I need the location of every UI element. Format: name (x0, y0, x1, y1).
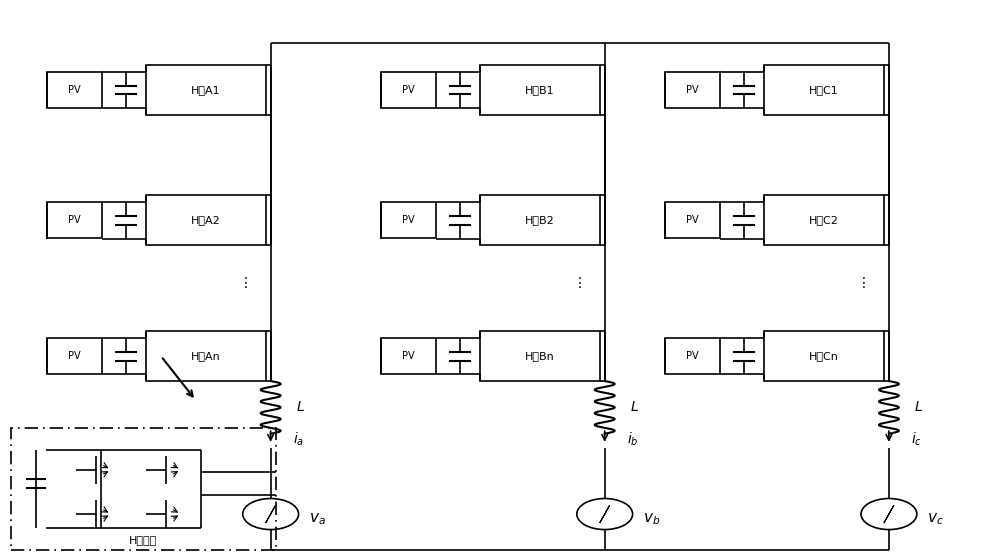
Text: PV: PV (402, 351, 415, 361)
Text: ⋮: ⋮ (857, 276, 871, 290)
Bar (381, 202, 436, 238)
Text: $i_b$: $i_b$ (627, 431, 638, 448)
Text: $v_c$: $v_c$ (927, 512, 944, 527)
Text: H桥C2: H桥C2 (809, 216, 839, 226)
Bar (665, 72, 720, 108)
Text: PV: PV (686, 351, 699, 361)
Bar (764, 65, 884, 115)
Bar (381, 338, 436, 374)
Text: H桥单元: H桥单元 (129, 535, 158, 545)
Text: H桥An: H桥An (191, 351, 221, 361)
Text: H桥Bn: H桥Bn (525, 351, 555, 361)
Bar (146, 196, 266, 245)
Bar (47, 202, 102, 238)
Bar (11, 428, 276, 550)
Bar (665, 202, 720, 238)
Text: H桥B1: H桥B1 (525, 85, 555, 95)
Text: ⋮: ⋮ (239, 276, 253, 290)
Bar (480, 331, 600, 381)
Bar (665, 338, 720, 374)
Text: PV: PV (686, 216, 699, 226)
Text: $L$: $L$ (630, 400, 639, 414)
Bar (146, 331, 266, 381)
Text: $v_a$: $v_a$ (309, 512, 325, 527)
Text: H桥A1: H桥A1 (191, 85, 221, 95)
Text: PV: PV (68, 85, 80, 95)
Text: ⋮: ⋮ (573, 276, 587, 290)
Text: $v_b$: $v_b$ (643, 512, 660, 527)
Text: PV: PV (402, 216, 415, 226)
Bar (764, 331, 884, 381)
Bar (381, 72, 436, 108)
Text: $i_a$: $i_a$ (293, 431, 304, 448)
Bar (480, 65, 600, 115)
Text: $L$: $L$ (296, 400, 304, 414)
Text: PV: PV (686, 85, 699, 95)
Bar (47, 338, 102, 374)
Bar (480, 196, 600, 245)
Bar (146, 65, 266, 115)
Text: H桥B2: H桥B2 (525, 216, 555, 226)
Text: H桥A2: H桥A2 (191, 216, 221, 226)
Text: PV: PV (68, 351, 80, 361)
Text: H桥C1: H桥C1 (809, 85, 839, 95)
Text: $L$: $L$ (914, 400, 923, 414)
Text: $i_c$: $i_c$ (911, 431, 922, 448)
Bar (764, 196, 884, 245)
Text: PV: PV (402, 85, 415, 95)
Text: H桥Cn: H桥Cn (809, 351, 839, 361)
Bar (47, 72, 102, 108)
Text: PV: PV (68, 216, 80, 226)
